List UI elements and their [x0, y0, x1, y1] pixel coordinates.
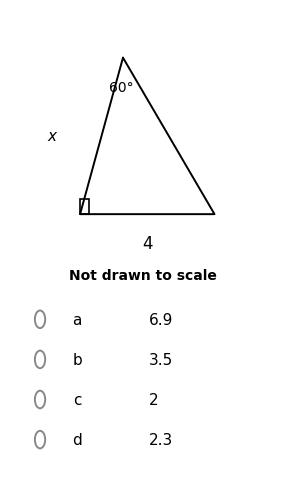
Text: 3.5: 3.5 — [149, 352, 173, 367]
Text: 6.9: 6.9 — [149, 312, 173, 327]
Text: a: a — [73, 312, 82, 327]
Text: Not drawn to scale: Not drawn to scale — [69, 269, 217, 283]
Text: 2: 2 — [149, 392, 158, 407]
Text: 4: 4 — [142, 235, 152, 253]
Text: c: c — [73, 392, 82, 407]
Bar — [80, 200, 89, 215]
Text: d: d — [72, 432, 82, 447]
Text: b: b — [72, 352, 82, 367]
Text: x: x — [47, 129, 56, 144]
Text: 2.3: 2.3 — [149, 432, 173, 447]
Text: 60°: 60° — [109, 81, 133, 95]
